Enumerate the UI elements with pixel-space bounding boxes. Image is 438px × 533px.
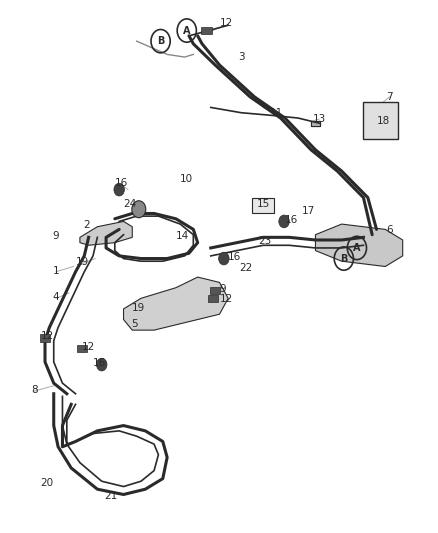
Polygon shape — [315, 224, 402, 266]
Text: B: B — [339, 254, 347, 263]
Text: 9: 9 — [53, 231, 59, 241]
Circle shape — [218, 252, 229, 265]
Text: A: A — [183, 26, 190, 36]
Text: 5: 5 — [131, 319, 138, 329]
Text: 19: 19 — [75, 257, 88, 267]
Text: 4: 4 — [53, 292, 59, 302]
Text: 12: 12 — [82, 342, 95, 352]
Text: 6: 6 — [385, 225, 392, 236]
Text: 14: 14 — [175, 231, 189, 241]
Circle shape — [131, 201, 145, 217]
FancyBboxPatch shape — [252, 198, 273, 214]
Text: 12: 12 — [219, 18, 232, 28]
Text: 15: 15 — [256, 199, 269, 209]
FancyBboxPatch shape — [201, 27, 211, 34]
Text: 16: 16 — [284, 215, 297, 225]
Polygon shape — [80, 221, 132, 245]
Text: 11: 11 — [269, 108, 282, 118]
Polygon shape — [311, 120, 319, 126]
Text: 10: 10 — [180, 174, 193, 184]
FancyBboxPatch shape — [209, 287, 220, 294]
Text: 3: 3 — [237, 52, 244, 62]
Text: 20: 20 — [41, 478, 53, 488]
Text: 2: 2 — [83, 220, 89, 230]
Text: 16: 16 — [228, 252, 241, 262]
Text: 24: 24 — [123, 199, 136, 209]
Text: 12: 12 — [40, 332, 54, 342]
FancyBboxPatch shape — [77, 345, 87, 352]
Circle shape — [114, 183, 124, 196]
Text: 8: 8 — [31, 384, 37, 394]
Text: B: B — [156, 36, 164, 46]
Text: 9: 9 — [219, 284, 226, 294]
Text: 16: 16 — [93, 358, 106, 368]
Polygon shape — [123, 277, 228, 330]
Text: 17: 17 — [302, 206, 315, 216]
Text: 7: 7 — [385, 92, 392, 102]
Circle shape — [278, 215, 289, 228]
Circle shape — [96, 358, 107, 371]
Text: 19: 19 — [132, 303, 145, 313]
Text: 21: 21 — [104, 490, 118, 500]
FancyBboxPatch shape — [207, 295, 218, 302]
Text: 18: 18 — [376, 116, 389, 126]
Text: A: A — [352, 243, 360, 253]
FancyBboxPatch shape — [40, 334, 50, 342]
FancyBboxPatch shape — [363, 102, 397, 139]
Text: 12: 12 — [219, 294, 232, 304]
Text: 13: 13 — [311, 114, 325, 124]
Text: 16: 16 — [114, 177, 128, 188]
Text: 23: 23 — [258, 236, 271, 246]
Text: 22: 22 — [239, 263, 252, 272]
Text: 1: 1 — [53, 266, 59, 276]
